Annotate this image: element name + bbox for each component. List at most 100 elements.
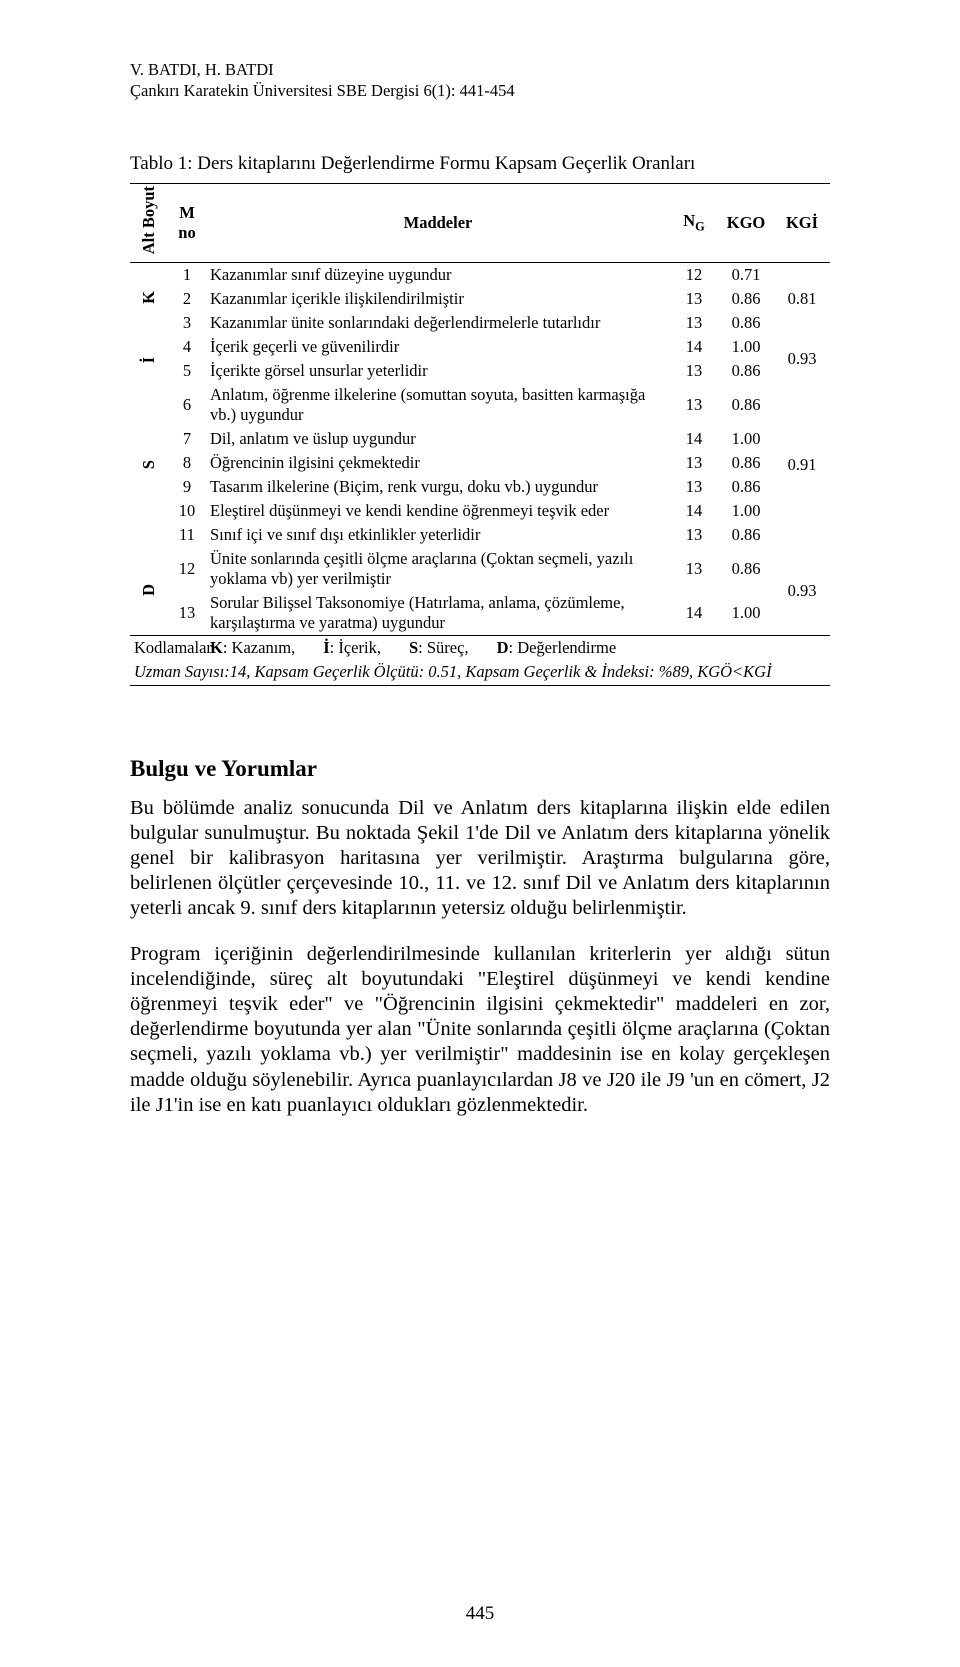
- cell-ng: 14: [670, 427, 718, 451]
- cell-kgi: 0.93: [774, 547, 830, 636]
- cell-madde: Sınıf içi ve sınıf dışı etkinlikler yete…: [206, 523, 670, 547]
- cell-ng: 13: [670, 475, 718, 499]
- kodlamalar-item: K: Kazanım,: [210, 638, 295, 658]
- cell-kgi: 0.91: [774, 383, 830, 547]
- cell-ng: 14: [670, 499, 718, 523]
- cell-kgo: 0.86: [718, 383, 774, 427]
- kodlamalar-value: : Değerlendirme: [508, 638, 616, 657]
- th-ng: NG: [670, 184, 718, 262]
- group-code: K: [139, 291, 159, 304]
- uzman-cell: Uzman Sayısı:14, Kapsam Geçerlik Ölçütü:…: [130, 660, 830, 686]
- kodlamalar-key: D: [497, 638, 509, 657]
- table-caption: Tablo 1: Ders kitaplarını Değerlendirme …: [130, 153, 830, 175]
- cell-ng: 12: [670, 262, 718, 287]
- cell-kgo: 0.86: [718, 287, 774, 311]
- cell-ng: 14: [670, 591, 718, 636]
- cell-no: 9: [168, 475, 206, 499]
- cell-kgo: 1.00: [718, 427, 774, 451]
- cell-ng: 13: [670, 287, 718, 311]
- cell-kgo: 0.86: [718, 475, 774, 499]
- group-code-cell: D: [130, 547, 168, 636]
- running-head-authors: V. BATDI, H. BATDI: [130, 60, 830, 81]
- group-code-cell: K: [130, 262, 168, 335]
- uzman-row: Uzman Sayısı:14, Kapsam Geçerlik Ölçütü:…: [130, 660, 830, 686]
- group-code: D: [139, 584, 159, 596]
- page: V. BATDI, H. BATDI Çankırı Karatekin Üni…: [0, 0, 960, 1667]
- kodlamalar-item: S: Süreç,: [409, 638, 469, 658]
- cell-kgo: 0.86: [718, 523, 774, 547]
- section-heading: Bulgu ve Yorumlar: [130, 756, 830, 782]
- table-row: 5İçerikte görsel unsurlar yeterlidir130.…: [130, 359, 830, 383]
- cell-madde: Anlatım, öğrenme ilkelerine (somuttan so…: [206, 383, 670, 427]
- cell-madde: Kazanımlar sınıf düzeyine uygundur: [206, 262, 670, 287]
- table-body: K1Kazanımlar sınıf düzeyine uygundur120.…: [130, 262, 830, 685]
- cell-kgo: 0.86: [718, 451, 774, 475]
- kodlamalar-row: KodlamalarK: Kazanım,İ: İçerik,S: Süreç,…: [130, 635, 830, 660]
- table-row: D12Ünite sonlarında çeşitli ölçme araçla…: [130, 547, 830, 591]
- group-code: S: [139, 460, 159, 469]
- kodlamalar-label-cell: Kodlamalar: [130, 635, 206, 660]
- cell-ng: 13: [670, 451, 718, 475]
- cell-madde: Sorular Bilişsel Taksonomiye (Hatırlama,…: [206, 591, 670, 636]
- table-row: İ4İçerik geçerli ve güvenilirdir141.000.…: [130, 335, 830, 359]
- running-head-journal: Çankırı Karatekin Üniversitesi SBE Dergi…: [130, 81, 830, 102]
- th-kgi: KGİ: [774, 184, 830, 262]
- group-code: İ: [139, 357, 159, 363]
- th-m-no: M no: [168, 184, 206, 262]
- kodlamalar-value: : Süreç,: [418, 638, 468, 657]
- cell-ng: 13: [670, 383, 718, 427]
- kodlamalar-value: : Kazanım,: [223, 638, 295, 657]
- th-maddeler: Maddeler: [206, 184, 670, 262]
- cell-madde: Ünite sonlarında çeşitli ölçme araçların…: [206, 547, 670, 591]
- table-header-row: Alt Boyut M no Maddeler NG KGO KGİ: [130, 184, 830, 262]
- cell-kgo: 0.86: [718, 359, 774, 383]
- cell-ng: 13: [670, 311, 718, 335]
- cell-madde: Kazanımlar içerikle ilişkilendirilmiştir: [206, 287, 670, 311]
- group-code-cell: S: [130, 383, 168, 547]
- table-row: K1Kazanımlar sınıf düzeyine uygundur120.…: [130, 262, 830, 287]
- cell-no: 6: [168, 383, 206, 427]
- cell-no: 7: [168, 427, 206, 451]
- cell-no: 12: [168, 547, 206, 591]
- cell-kgo: 0.86: [718, 547, 774, 591]
- table-row: S6Anlatım, öğrenme ilkelerine (somuttan …: [130, 383, 830, 427]
- paragraph-1: Bu bölümde analiz sonucunda Dil ve Anlat…: [130, 796, 830, 922]
- th-kgo: KGO: [718, 184, 774, 262]
- cell-no: 5: [168, 359, 206, 383]
- cell-no: 8: [168, 451, 206, 475]
- cell-ng: 13: [670, 359, 718, 383]
- cell-ng: 13: [670, 523, 718, 547]
- cell-madde: Eleştirel düşünmeyi ve kendi kendine öğr…: [206, 499, 670, 523]
- cell-madde: İçerikte görsel unsurlar yeterlidir: [206, 359, 670, 383]
- cell-no: 13: [168, 591, 206, 636]
- table-row: 8Öğrencinin ilgisini çekmektedir130.86: [130, 451, 830, 475]
- cell-no: 2: [168, 287, 206, 311]
- cell-no: 1: [168, 262, 206, 287]
- table-row: 9Tasarım ilkelerine (Biçim, renk vurgu, …: [130, 475, 830, 499]
- running-head: V. BATDI, H. BATDI Çankırı Karatekin Üni…: [130, 60, 830, 101]
- cell-no: 11: [168, 523, 206, 547]
- kodlamalar-item: D: Değerlendirme: [497, 638, 617, 658]
- cell-kgi: 0.81: [774, 262, 830, 335]
- kodlamalar-key: K: [210, 638, 223, 657]
- paragraph-2: Program içeriğinin değerlendirilmesinde …: [130, 942, 830, 1118]
- cell-kgo: 0.86: [718, 311, 774, 335]
- cell-kgo: 1.00: [718, 591, 774, 636]
- cell-ng: 14: [670, 335, 718, 359]
- table-row: 13Sorular Bilişsel Taksonomiye (Hatırlam…: [130, 591, 830, 636]
- cell-kgi: 0.93: [774, 335, 830, 383]
- cell-madde: Kazanımlar ünite sonlarındaki değerlendi…: [206, 311, 670, 335]
- table-row: 3Kazanımlar ünite sonlarındaki değerlend…: [130, 311, 830, 335]
- page-number: 445: [0, 1603, 960, 1625]
- cell-madde: Dil, anlatım ve üslup uygundur: [206, 427, 670, 451]
- cell-madde: İçerik geçerli ve güvenilirdir: [206, 335, 670, 359]
- group-code-cell: İ: [130, 335, 168, 383]
- cell-kgo: 1.00: [718, 335, 774, 359]
- cell-no: 3: [168, 311, 206, 335]
- cell-kgo: 1.00: [718, 499, 774, 523]
- table-row: 10Eleştirel düşünmeyi ve kendi kendine ö…: [130, 499, 830, 523]
- validity-table: Alt Boyut M no Maddeler NG KGO KGİ K1Kaz…: [130, 183, 830, 685]
- table-row: 7Dil, anlatım ve üslup uygundur141.00: [130, 427, 830, 451]
- table-row: 2Kazanımlar içerikle ilişkilendirilmişti…: [130, 287, 830, 311]
- cell-no: 10: [168, 499, 206, 523]
